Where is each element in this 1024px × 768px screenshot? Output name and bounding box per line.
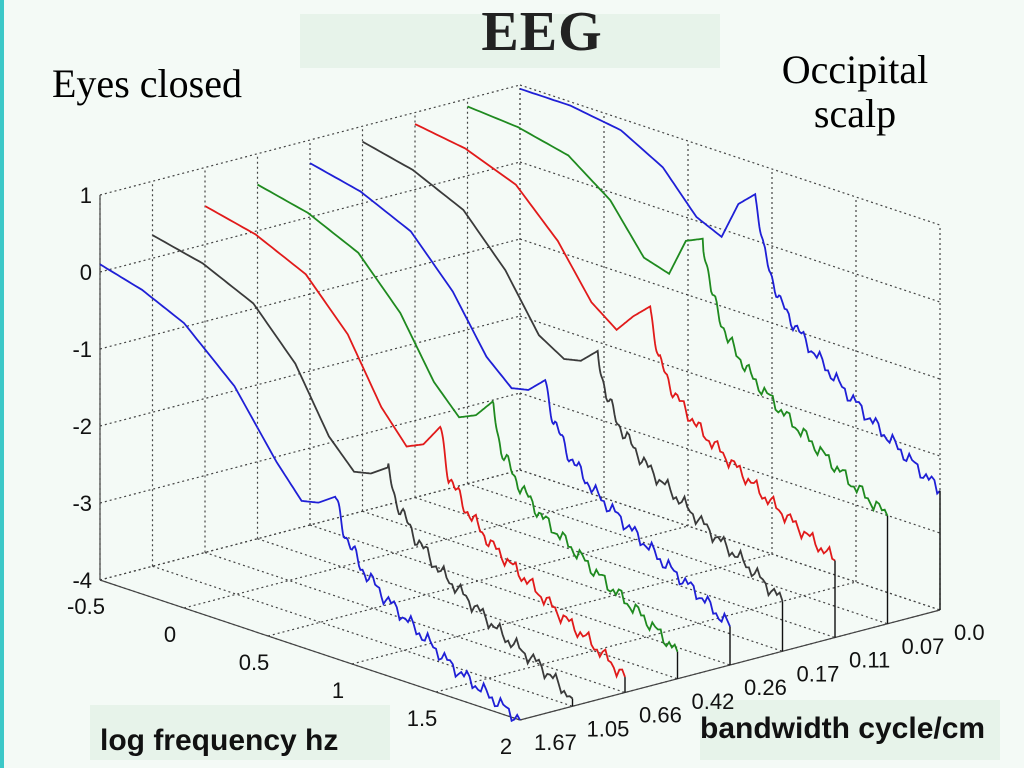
ylabel-panel [700, 700, 1000, 760]
xlabel-panel [90, 705, 390, 760]
y-tick-label: 0.42 [692, 689, 735, 714]
series-layer [99, 87, 941, 723]
left-edge-stripe [0, 0, 4, 768]
series-line-0.11 [414, 123, 836, 562]
x-axis-title: log frequency hz [100, 724, 338, 757]
grid-line [435, 581, 857, 693]
x-tick-label: -0.5 [67, 594, 105, 619]
y-tick-label: 0.66 [639, 703, 682, 728]
y-tick-label: 0.17 [797, 661, 840, 686]
grid-layer [99, 84, 941, 721]
x-axis-line [99, 579, 521, 721]
title-panel [300, 14, 720, 68]
grid-line [362, 510, 783, 652]
x-tick-label: 1 [332, 678, 344, 703]
y-tick-label: 0.0 [954, 620, 985, 645]
z-tick-label: -3 [72, 491, 92, 516]
x-tick-label: 0 [164, 622, 176, 647]
grid-line [351, 553, 773, 665]
grid-line [467, 483, 888, 625]
tick-layer: 1 0 -1 -2 -3 -4-0.5 0 0.5 1 1.5 2 1.67 1.05 0.66 0.42 0… [67, 183, 985, 759]
grid-line [519, 238, 941, 380]
series-line-0.26 [309, 162, 731, 627]
y-axis-title: bandwidth cycle/cm [700, 712, 985, 745]
y-tick-label: 1.67 [534, 730, 577, 755]
condition-note: Eyes closed [52, 61, 242, 106]
series-line-0.0 [519, 87, 941, 496]
y-tick-label: 0.26 [744, 675, 787, 700]
series-line-1.67 [99, 263, 521, 723]
x-tick-label: 0.5 [239, 650, 270, 675]
grid-line [309, 524, 731, 666]
grid-line [519, 161, 941, 303]
grid-line [99, 392, 521, 504]
series-line-0.07 [467, 105, 889, 517]
y-tick-label: 0.11 [849, 648, 890, 673]
grid-line [152, 565, 573, 707]
grid-line [414, 496, 836, 639]
series-line-0.42 [257, 183, 679, 653]
grid-line [99, 238, 521, 350]
grid-line [257, 538, 678, 680]
grid-line [519, 84, 941, 226]
series-line-1.05 [152, 234, 574, 700]
z-tick-label: -4 [72, 568, 92, 593]
location-note: Occipital scalp [781, 47, 929, 136]
x-tick-label: 1.5 [407, 706, 438, 731]
z-tick-label: 1 [80, 183, 92, 208]
z-tick-label: -1 [72, 337, 92, 362]
x-tick-label: 2 [500, 734, 512, 759]
grid-line [99, 315, 521, 427]
grid-line [519, 315, 941, 457]
grid-line [99, 84, 521, 196]
z-tick-label: -2 [72, 414, 92, 439]
grid-line [99, 469, 521, 581]
y-tick-label: 0.07 [902, 634, 945, 659]
grid-line [204, 551, 626, 694]
grid-line [183, 497, 605, 609]
series-line-0.17 [362, 140, 784, 602]
y-tick-label: 1.05 [587, 716, 630, 741]
grid-line [99, 161, 521, 273]
grid-line [519, 469, 941, 611]
chart-title: EEG [481, 1, 603, 63]
series-line-0.66 [204, 205, 626, 680]
z-tick-label: 0 [80, 260, 92, 285]
grid-line [267, 525, 689, 637]
